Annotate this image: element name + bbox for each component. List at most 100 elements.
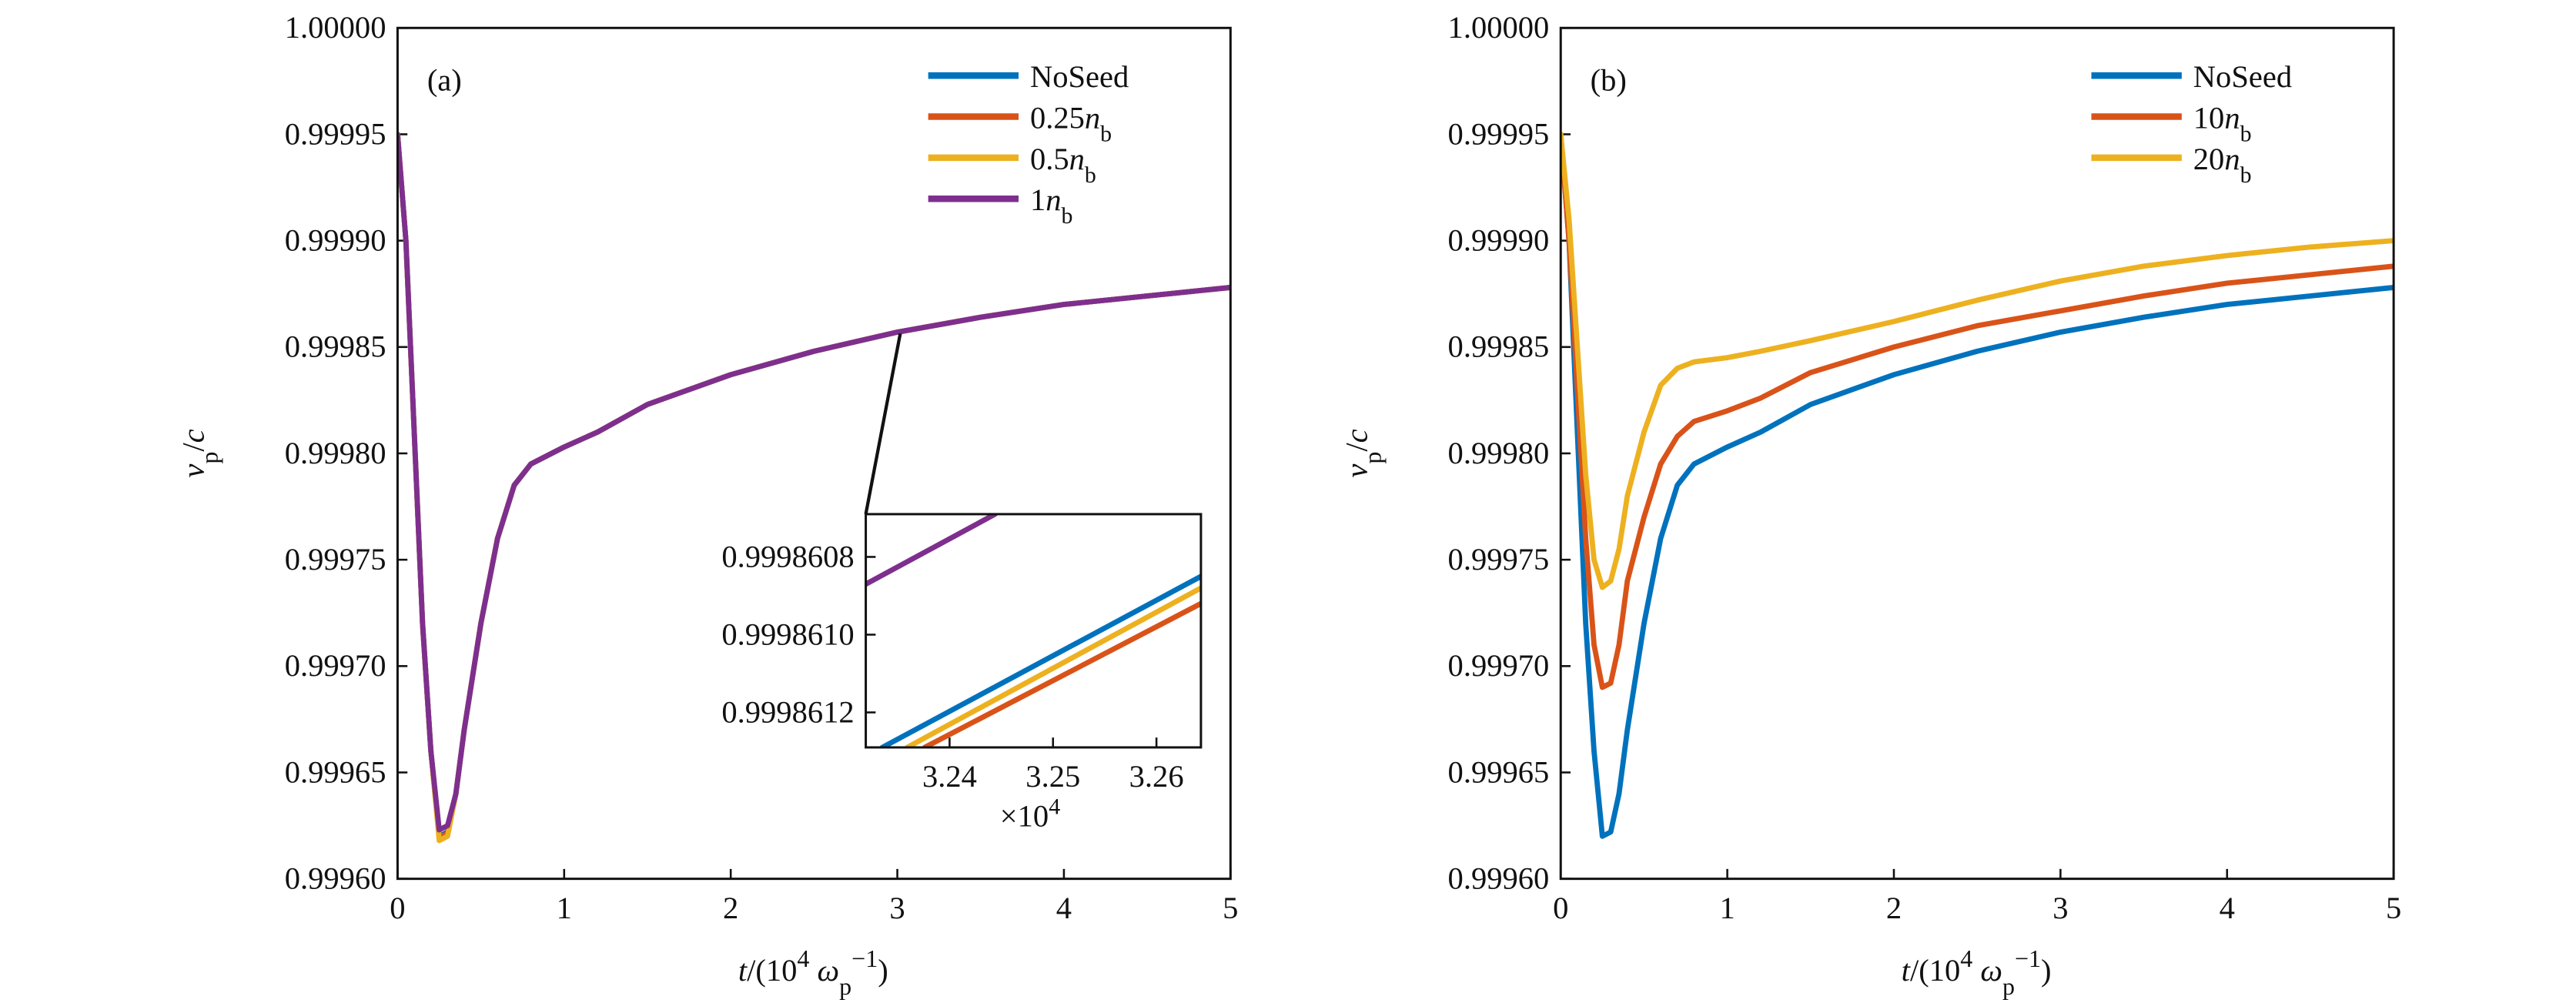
series-line <box>865 513 998 587</box>
label-part: p <box>2002 972 2015 1000</box>
x-tick-label: 4 <box>1056 891 1072 925</box>
legend-label: 10nb <box>2193 100 2252 146</box>
x-tick-label: 2 <box>1886 891 1902 925</box>
label-part: −1 <box>2015 944 2041 972</box>
y-tick-label: 0.99980 <box>1448 436 1550 470</box>
label-part: v <box>176 464 211 478</box>
panel-label: (b) <box>1591 62 1627 97</box>
label-part: 4 <box>797 944 809 972</box>
label-part: v <box>1339 464 1373 478</box>
legend-label: 1nb <box>1030 182 1072 229</box>
label-part: t <box>1902 953 1912 988</box>
y-tick-label: 0.99995 <box>285 116 386 151</box>
y-tick-label: 1.00000 <box>285 10 386 45</box>
y-axis-label: vp/c <box>1339 429 1386 477</box>
series-line <box>922 600 1201 747</box>
x-axis-label: t/(104 ωp−1) <box>1902 944 2052 1000</box>
label-part: 20 <box>2193 142 2225 176</box>
label-part: /(10 <box>747 953 797 988</box>
y-tick-label: 0.99960 <box>285 861 386 895</box>
label-part: ω <box>809 953 839 988</box>
label-part: b <box>1062 203 1073 229</box>
y-tick-label: 0.99970 <box>285 648 386 683</box>
label-part: b <box>2240 162 2252 187</box>
series-line <box>1561 132 2394 839</box>
label-part: p <box>196 452 223 464</box>
label-part: n <box>2224 100 2240 135</box>
x-tick-label: 0 <box>390 891 405 925</box>
axes-frame <box>865 513 1203 749</box>
label-part: n <box>1085 100 1100 135</box>
series-line <box>879 573 1201 747</box>
x-multiplier: ×104 <box>1000 794 1060 833</box>
y-tick-label: 0.99990 <box>1448 222 1550 257</box>
series-line <box>904 585 1201 747</box>
plot-area <box>1561 28 2394 879</box>
plot-area <box>397 28 1231 879</box>
label-part: / <box>1339 443 1373 452</box>
y-tick-label: 0.99965 <box>285 754 386 789</box>
label-part: 0.25 <box>1030 100 1085 135</box>
y-tick-label: 0.9998612 <box>721 694 854 729</box>
x-tick-label: 4 <box>2220 891 2235 925</box>
y-tick-label: 0.99985 <box>1448 329 1550 364</box>
series-line <box>1561 132 2394 690</box>
x-tick-label: 3.26 <box>1129 759 1184 794</box>
label-part: / <box>176 443 211 452</box>
label-part: n <box>1069 142 1085 176</box>
label-part: t <box>738 953 748 988</box>
x-tick-label: 3 <box>2052 891 2068 925</box>
x-tick-label: 0 <box>1553 891 1568 925</box>
label-part: 4 <box>1049 794 1060 819</box>
series-group <box>865 513 1201 747</box>
label-part: 4 <box>1960 944 1972 972</box>
y-tick-label: 0.99970 <box>1448 648 1550 683</box>
x-tick-label: 5 <box>2386 891 2401 925</box>
x-tick-label: 3 <box>889 891 905 925</box>
label-part: ) <box>878 953 888 988</box>
series-line <box>1561 132 2394 590</box>
inset-connector <box>864 333 902 515</box>
label-part: p <box>839 972 851 1000</box>
y-tick-label: 0.99965 <box>1448 754 1550 789</box>
legend-label: 20nb <box>2193 142 2252 187</box>
y-axis-label: vp/c <box>176 429 223 477</box>
label-part: b <box>2240 121 2252 146</box>
label-part: p <box>1358 452 1386 464</box>
legend-label: 0.25nb <box>1030 100 1112 146</box>
y-tick-label: 0.99980 <box>285 436 386 470</box>
panel-label: (a) <box>427 62 462 97</box>
label-part: −1 <box>851 944 878 972</box>
y-tick-label: 0.99960 <box>1448 861 1550 895</box>
y-tick-label: 0.99975 <box>285 542 386 577</box>
label-part: c <box>1339 429 1373 443</box>
label-part: 10 <box>2193 100 2225 135</box>
series-group <box>397 132 1231 844</box>
label-part: b <box>1085 162 1096 187</box>
series-group <box>1561 132 2394 839</box>
y-tick-label: 0.99990 <box>285 222 386 257</box>
x-tick-label: 2 <box>723 891 738 925</box>
label-part: ) <box>2041 953 2052 988</box>
label-part: ω <box>1972 953 2002 988</box>
y-tick-label: 0.99975 <box>1448 542 1550 577</box>
label-part: n <box>1045 182 1061 217</box>
legend-label: NoSeed <box>2193 59 2292 94</box>
x-tick-label: 1 <box>557 891 572 925</box>
y-tick-label: 0.99995 <box>1448 116 1550 151</box>
axes-frame <box>1559 26 2395 881</box>
y-tick-label: 0.9998610 <box>721 617 854 651</box>
label-part: n <box>2224 142 2240 176</box>
legend-label: NoSeed <box>1030 59 1129 94</box>
x-tick-label: 5 <box>1223 891 1238 925</box>
label-part: 0.5 <box>1030 142 1069 176</box>
y-tick-label: 1.00000 <box>1448 10 1550 45</box>
series-line <box>397 132 1231 833</box>
label-part: 1 <box>1030 182 1045 217</box>
label-part: ×10 <box>1000 798 1049 833</box>
legend-label: 0.5nb <box>1030 142 1096 187</box>
x-tick-label: 1 <box>1719 891 1735 925</box>
axes-frame <box>396 26 1232 881</box>
plots: 0.99960 0.99965 0.99970 0.99975 0.99980 0.999… <box>285 10 2402 925</box>
